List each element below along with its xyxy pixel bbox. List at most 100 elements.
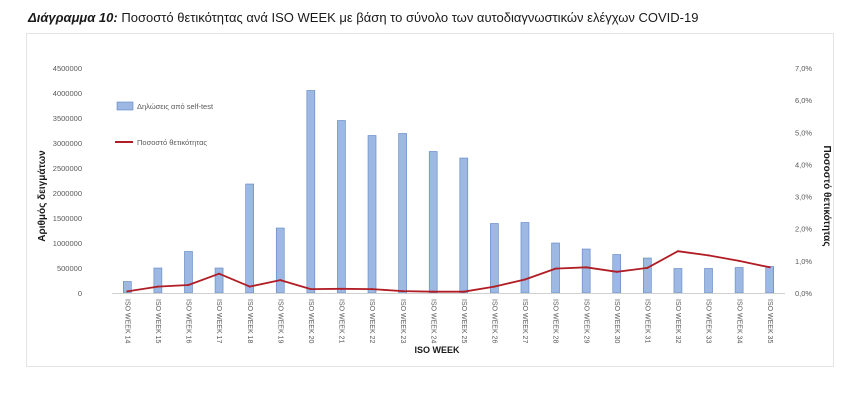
right-axis: 0,0% 1,0% 2,0% 3,0% 4,0% 5,0% 6,0% 7,0% <box>795 64 812 298</box>
x-tick-label: ISO WEEK 19 <box>276 299 283 343</box>
y2-tick-label: 0,0% <box>795 289 812 298</box>
line-point <box>646 266 649 269</box>
line-point <box>340 287 343 290</box>
y2-tick-label: 2,0% <box>795 225 812 234</box>
x-tick-label: ISO WEEK 31 <box>643 299 650 343</box>
line-point <box>707 254 710 257</box>
y2-tick-label: 6,0% <box>795 96 812 105</box>
positivity-line <box>127 250 770 293</box>
x-tick-label: ISO WEEK 15 <box>154 299 161 343</box>
line-point <box>585 266 588 269</box>
y-tick-label: 4000000 <box>53 89 82 98</box>
bar <box>184 251 193 294</box>
y-tick-label: 0 <box>78 289 82 298</box>
line-point <box>523 278 526 281</box>
bar-series <box>122 90 775 294</box>
bar <box>704 268 713 294</box>
y-tick-label: 500000 <box>57 264 82 273</box>
bar <box>520 222 530 294</box>
line-point <box>248 285 251 288</box>
y-tick-label: 2500000 <box>53 164 82 173</box>
y-tick-label: 3500000 <box>53 114 82 123</box>
x-tick-label: ISO WEEK 35 <box>766 299 773 343</box>
y2-axis-label: Ποσοστό θετικότητας <box>821 145 832 246</box>
left-axis: 0 500000 1000000 1500000 2000000 2500000 30000… <box>53 64 82 298</box>
x-tick-label: ISO WEEK 22 <box>368 299 375 343</box>
x-tick-label: ISO WEEK 17 <box>215 299 222 343</box>
y-tick-label: 3000000 <box>53 139 82 148</box>
bar <box>275 227 285 294</box>
x-tick-label: ISO WEEK 27 <box>521 299 528 343</box>
x-tick-label: ISO WEEK 28 <box>552 299 559 343</box>
line-point <box>738 259 741 262</box>
bar <box>367 135 377 294</box>
x-tick-label: ISO WEEK 24 <box>429 299 436 343</box>
y2-tick-label: 3,0% <box>795 193 812 202</box>
line-point <box>432 290 435 293</box>
x-tick-label: ISO WEEK 16 <box>185 299 192 343</box>
line-point <box>126 290 129 293</box>
line-point <box>401 290 404 293</box>
legend-bar-swatch <box>116 101 134 111</box>
line-point <box>218 272 221 275</box>
bar <box>581 248 591 294</box>
y-tick-label: 2000000 <box>53 189 82 198</box>
x-tick-label: ISO WEEK 32 <box>674 299 681 343</box>
x-tick-label: ISO WEEK 14 <box>123 299 130 343</box>
line-point <box>156 285 159 288</box>
y2-tick-label: 1,0% <box>795 257 812 266</box>
line-point <box>768 266 771 269</box>
caption-text: Ποσοστό θετικότητας ανά ISO WEEK με βάση… <box>121 10 699 25</box>
bar <box>459 157 469 294</box>
x-tick-label: ISO WEEK 30 <box>613 299 620 343</box>
y-tick-label: 1000000 <box>53 239 82 248</box>
bar <box>214 267 224 294</box>
y2-tick-label: 4,0% <box>795 160 812 169</box>
bar <box>490 223 499 294</box>
bar <box>337 120 346 294</box>
x-tick-label: ISO WEEK 23 <box>399 299 406 343</box>
bar <box>428 151 438 294</box>
bar <box>153 267 163 294</box>
legend-bar-label: Δηλώσεις από self-test <box>137 102 214 111</box>
line-point <box>554 267 557 270</box>
x-tick-label: ISO WEEK 25 <box>460 299 467 343</box>
bar <box>245 183 254 294</box>
line-point <box>462 290 465 293</box>
bar <box>643 257 652 294</box>
line-point <box>187 283 190 286</box>
x-axis-label: ISO WEEK <box>414 345 460 355</box>
bar <box>612 254 622 294</box>
line-series <box>126 250 771 293</box>
x-tick-label: ISO WEEK 21 <box>338 299 345 343</box>
x-axis: ISO WEEK 14 ISO WEEK 15 ISO WEEK 16 ISO WEE… <box>112 293 785 343</box>
y2-tick-label: 7,0% <box>795 64 812 73</box>
bar <box>734 267 744 294</box>
combo-chart: 0 500000 1000000 1500000 2000000 2500000 30000… <box>37 64 832 355</box>
x-tick-label: ISO WEEK 33 <box>705 299 712 343</box>
x-tick-label: ISO WEEK 26 <box>491 299 498 343</box>
line-point <box>371 288 374 291</box>
line-point <box>279 279 282 282</box>
bar <box>306 90 316 294</box>
y2-tick-label: 5,0% <box>795 128 812 137</box>
line-point <box>493 285 496 288</box>
x-tick-label: ISO WEEK 18 <box>246 299 253 343</box>
chart-frame: 0 500000 1000000 1500000 2000000 2500000 30000… <box>26 33 834 367</box>
bar <box>673 268 683 294</box>
line-point <box>615 270 618 273</box>
bar <box>765 266 775 294</box>
figure-caption: Διάγραμμα 10: Ποσοστό θετικότητας ανά IS… <box>28 10 698 25</box>
line-point <box>676 250 679 253</box>
y-tick-label: 4500000 <box>53 64 82 73</box>
bar <box>398 133 407 294</box>
caption-label: Διάγραμμα 10: <box>28 10 118 25</box>
x-tick-label: ISO WEEK 29 <box>582 299 589 343</box>
y-axis-label: Αριθμός δειγμάτων <box>37 150 48 242</box>
y-tick-label: 1500000 <box>53 214 82 223</box>
legend-line-label: Ποσοστό θετικότητας <box>137 138 207 147</box>
x-tick-label: ISO WEEK 34 <box>735 299 742 343</box>
x-tick-label: ISO WEEK 20 <box>307 299 314 343</box>
line-point <box>309 288 312 291</box>
legend: Δηλώσεις από self-test Ποσοστό θετικότητα… <box>115 101 214 147</box>
